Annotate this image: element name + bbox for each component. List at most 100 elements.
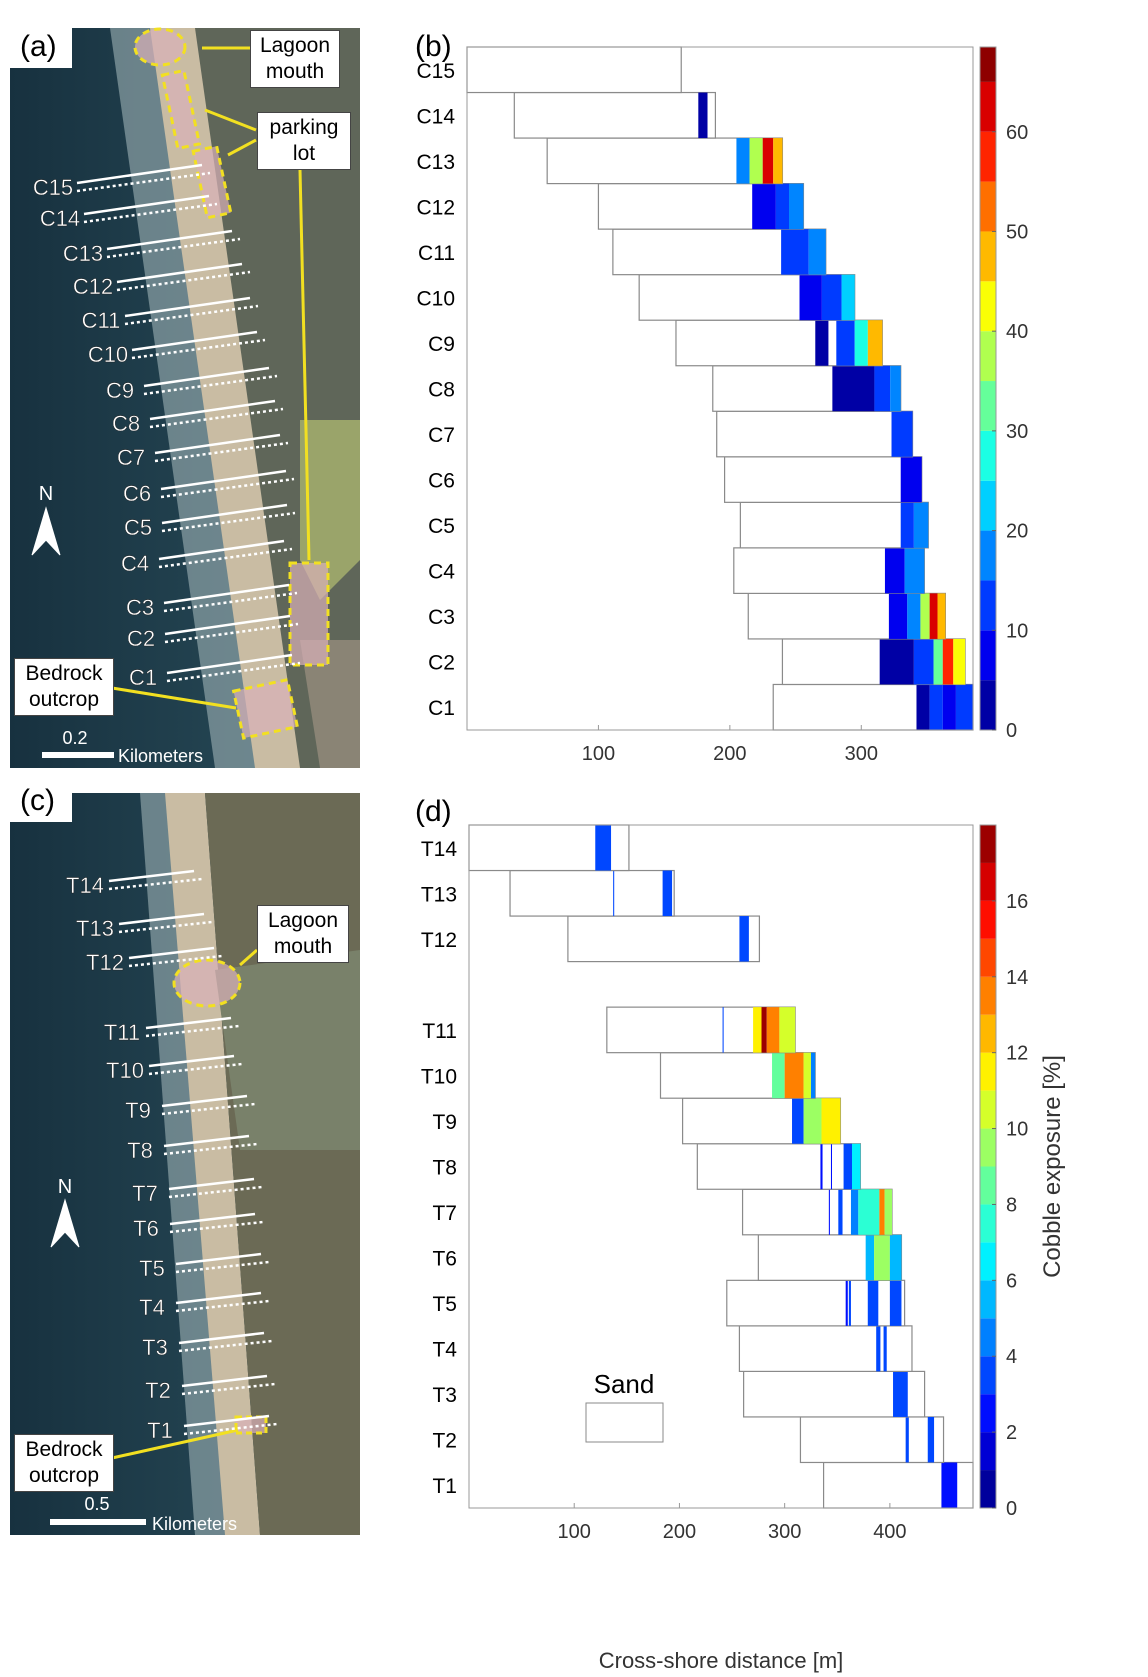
- colorbar-band: [980, 331, 996, 382]
- transect-line-dotted: [124, 304, 259, 326]
- transect-label: C11: [82, 308, 121, 333]
- cobble-segment: [927, 1416, 935, 1463]
- scale-unit: Kilometers: [152, 1514, 237, 1534]
- cobble-segment: [883, 1325, 887, 1372]
- scale-bar: [42, 752, 114, 758]
- annotation: parking lot: [257, 112, 351, 170]
- cobble-segment: [900, 502, 914, 548]
- transect-label: C7: [117, 445, 145, 470]
- cobble-segment: [904, 547, 925, 594]
- north-label: N: [58, 1176, 72, 1198]
- colorbar-tick-label: 6: [1006, 1270, 1017, 1292]
- colorbar-band: [980, 47, 996, 82]
- cobble-segment: [752, 183, 776, 230]
- colorbar-tick-label: 8: [1006, 1194, 1017, 1216]
- transect-label: C10: [88, 342, 128, 367]
- bedrock-marker: [231, 677, 300, 740]
- town: [300, 640, 360, 768]
- transect-line: [161, 1094, 248, 1108]
- parking-marker: [160, 68, 202, 151]
- x-tick-label: 100: [582, 743, 615, 765]
- colorbar-band: [980, 231, 996, 282]
- transect-label: T1: [147, 1418, 173, 1443]
- y-tick-label: C13: [416, 151, 455, 174]
- transect-label: T9: [125, 1098, 151, 1123]
- transect-line-dotted: [149, 407, 284, 429]
- y-tick-label: C10: [416, 287, 455, 310]
- cobble-segment: [789, 183, 804, 230]
- cobble-segment: [929, 593, 938, 639]
- y-tick-label: T11: [422, 1020, 457, 1043]
- y-tick-label: T13: [421, 883, 457, 906]
- transect-line: [178, 1331, 265, 1345]
- north-arrow: [31, 506, 61, 556]
- transect-line-dotted: [154, 441, 289, 463]
- colorbar-band: [980, 1242, 996, 1281]
- panel-label: (b): [415, 30, 452, 63]
- colorbar-band: [980, 1204, 996, 1243]
- colorbar-band: [980, 1356, 996, 1395]
- cobble-segment: [942, 684, 956, 730]
- cobble-segment: [821, 1098, 841, 1144]
- transect-label: C4: [121, 551, 149, 576]
- cobble-segment: [779, 1007, 796, 1053]
- y-tick-label: T9: [432, 1111, 457, 1134]
- annotation: Bedrock outcrop: [14, 1434, 114, 1492]
- cobble-segment: [941, 1462, 958, 1508]
- cobble-segment: [920, 593, 930, 639]
- colorbar-tick-label: 14: [1006, 967, 1028, 989]
- transect-label: C5: [124, 515, 152, 540]
- cobble-segment: [836, 320, 855, 366]
- colorbar-band: [980, 825, 996, 863]
- sand-extent: [509, 869, 675, 917]
- transect-line: [128, 946, 215, 960]
- cobble-segment: [889, 1280, 902, 1326]
- transect-line: [145, 1016, 232, 1030]
- y-tick-label: C11: [418, 242, 455, 265]
- transect-line: [143, 366, 270, 388]
- cobble-segment: [838, 1189, 843, 1235]
- cobble-segment: [891, 411, 913, 457]
- transect-label: T6: [133, 1216, 159, 1241]
- transect-label: T10: [106, 1058, 144, 1083]
- cobble-segment: [753, 1007, 762, 1053]
- cobble-segment: [854, 320, 868, 366]
- sand-extent: [716, 410, 914, 458]
- scale-unit: Kilometers: [118, 746, 203, 766]
- cobble-segment: [828, 1189, 830, 1235]
- transect-line-dotted: [116, 270, 251, 292]
- transect-line: [175, 1291, 262, 1305]
- colorbar-band: [980, 131, 996, 182]
- colorbar-tick-label: 50: [1006, 221, 1028, 243]
- arrow: [111, 686, 237, 710]
- y-tick-label: C6: [428, 470, 455, 493]
- x-tick-label: 400: [873, 1521, 906, 1543]
- parking-marker: [288, 561, 330, 667]
- transect-line-dotted: [83, 202, 218, 224]
- scale-label: 0.5: [84, 1494, 109, 1514]
- cobble-segment: [810, 1052, 816, 1099]
- cobble-segment: [913, 638, 934, 685]
- cobble-segment: [888, 593, 908, 639]
- sand-extent: [696, 1143, 862, 1190]
- colorbar-tick-label: 16: [1006, 891, 1028, 913]
- transect-label: T11: [104, 1020, 140, 1045]
- colorbar-band: [980, 900, 996, 939]
- cobble-segment: [762, 138, 774, 184]
- transect-line: [83, 194, 210, 216]
- panel-label: (c): [20, 784, 55, 817]
- cobble-segment: [900, 456, 922, 503]
- colorbar-band: [980, 630, 996, 681]
- transect-label: T12: [86, 950, 124, 975]
- cobble-segment: [613, 870, 615, 917]
- cobble-segment: [942, 638, 954, 685]
- transect-line: [164, 614, 291, 636]
- y-tick-label: C7: [428, 424, 455, 447]
- colorbar-tick-label: 0: [1006, 720, 1017, 742]
- transect-label: C12: [73, 274, 113, 299]
- north-arrow: [50, 1198, 80, 1248]
- cobble-segment: [841, 274, 855, 321]
- y-tick-label: T10: [421, 1065, 457, 1088]
- transect-label: T2: [145, 1378, 171, 1403]
- legend-swatch: [585, 1402, 664, 1443]
